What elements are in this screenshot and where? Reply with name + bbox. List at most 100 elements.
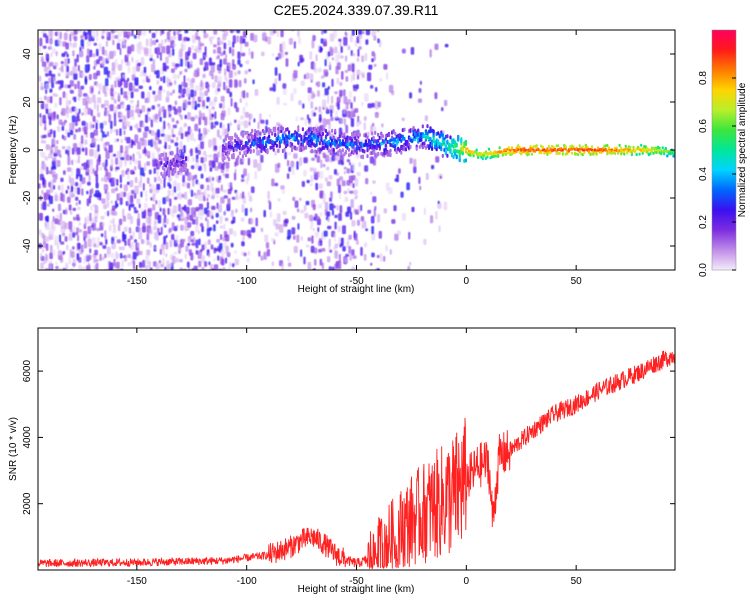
heatmap-cell bbox=[347, 64, 352, 72]
heatmap-cell bbox=[231, 209, 234, 216]
heatmap-cell bbox=[68, 204, 72, 211]
ridge-cell bbox=[221, 153, 225, 158]
heatmap-cell bbox=[49, 96, 53, 104]
heatmap-cell bbox=[133, 142, 136, 146]
heatmap-cell bbox=[293, 88, 297, 95]
heatmap-cell bbox=[95, 48, 99, 57]
heatmap-cell bbox=[324, 59, 327, 67]
heatmap-cell bbox=[194, 174, 198, 180]
heatmap-cell bbox=[208, 253, 211, 258]
heatmap-cell bbox=[352, 84, 357, 89]
heatmap-cell bbox=[127, 171, 130, 180]
heatmap-cell bbox=[67, 72, 70, 76]
heatmap-cell bbox=[314, 259, 317, 266]
heatmap-cell bbox=[221, 267, 226, 270]
heatmap-cell bbox=[326, 256, 331, 263]
heatmap-cell bbox=[307, 261, 312, 270]
heatmap-cell bbox=[172, 35, 177, 40]
heatmap-cell bbox=[336, 204, 339, 211]
heatmap-cell bbox=[306, 179, 310, 184]
heatmap-cell bbox=[87, 226, 92, 235]
heatmap-cell bbox=[278, 73, 281, 81]
heatmap-cell bbox=[199, 223, 204, 227]
heatmap-cell bbox=[95, 258, 99, 263]
heatmap-cell bbox=[183, 238, 186, 243]
heatmap-cell bbox=[330, 116, 334, 122]
heatmap-cell bbox=[121, 100, 125, 109]
heatmap-cell bbox=[191, 45, 195, 50]
heatmap-cell bbox=[41, 52, 44, 59]
heatmap-cell bbox=[147, 150, 151, 158]
heatmap-cell bbox=[134, 77, 139, 86]
heatmap-cell bbox=[78, 127, 81, 132]
ridge-cell bbox=[171, 151, 174, 156]
heatmap-cell bbox=[185, 77, 190, 82]
heatmap-cell bbox=[269, 211, 273, 218]
ridge-cell bbox=[529, 149, 532, 153]
heatmap-cell bbox=[198, 195, 203, 202]
heatmap-cell bbox=[137, 30, 142, 36]
heatmap-cell bbox=[139, 261, 143, 268]
heatmap-cell bbox=[192, 178, 195, 187]
heatmap-cell bbox=[106, 131, 110, 137]
heatmap-cell bbox=[94, 205, 99, 214]
heatmap-cell bbox=[334, 233, 337, 242]
heatmap-cell bbox=[91, 137, 96, 146]
heatmap-cell bbox=[160, 76, 163, 82]
heatmap-cell bbox=[319, 258, 323, 266]
heatmap-cell bbox=[260, 154, 264, 163]
y-tick-label: -40 bbox=[22, 238, 33, 253]
heatmap-cell bbox=[328, 61, 332, 69]
heatmap-cell bbox=[143, 131, 148, 139]
heatmap-cell bbox=[373, 63, 377, 68]
ridge-cell bbox=[248, 135, 251, 140]
heatmap-cell bbox=[318, 113, 322, 122]
heatmap-cell bbox=[42, 45, 47, 49]
ridge-cell bbox=[578, 144, 581, 148]
heatmap-cell bbox=[119, 183, 122, 189]
heatmap-cell bbox=[156, 70, 160, 79]
heatmap-cell bbox=[45, 53, 50, 62]
heatmap-cell bbox=[172, 89, 175, 94]
heatmap-cell bbox=[307, 87, 312, 94]
ridge-cell bbox=[274, 126, 277, 131]
heatmap-cell bbox=[104, 211, 107, 216]
heatmap-cell bbox=[124, 39, 127, 43]
heatmap-cell bbox=[210, 65, 215, 73]
ridge-cell bbox=[454, 151, 457, 156]
heatmap-cell bbox=[105, 168, 109, 177]
heatmap-cell bbox=[80, 85, 85, 90]
heatmap-cell bbox=[265, 36, 268, 43]
heatmap-cell bbox=[229, 91, 233, 98]
heatmap-cell bbox=[144, 209, 147, 217]
heatmap-cell bbox=[212, 160, 216, 169]
heatmap-cell bbox=[148, 30, 151, 34]
heatmap-cell bbox=[292, 235, 296, 240]
heatmap-cell bbox=[309, 51, 313, 60]
heatmap-cell bbox=[187, 242, 191, 246]
heatmap-cell bbox=[62, 170, 66, 175]
heatmap-cell bbox=[391, 90, 395, 96]
heatmap-cell bbox=[157, 227, 160, 233]
heatmap-cell bbox=[434, 43, 439, 50]
heatmap-cell bbox=[243, 120, 248, 129]
heatmap-cell bbox=[113, 177, 117, 182]
heatmap-cell bbox=[93, 243, 97, 248]
heatmap-cell bbox=[48, 108, 52, 116]
heatmap-cell bbox=[195, 207, 200, 212]
heatmap-cell bbox=[309, 226, 313, 230]
heatmap-cell bbox=[115, 129, 119, 136]
heatmap-cell bbox=[132, 251, 137, 260]
ridge-cell bbox=[343, 132, 346, 137]
heatmap-cell bbox=[148, 261, 151, 269]
heatmap-cell bbox=[317, 171, 320, 178]
heatmap-cell bbox=[152, 193, 156, 202]
heatmap-cell bbox=[181, 93, 185, 98]
heatmap-cell bbox=[248, 113, 251, 122]
heatmap-cell bbox=[144, 126, 149, 132]
heatmap-cell bbox=[287, 25, 291, 28]
heatmap-cell bbox=[350, 199, 354, 208]
heatmap-cell bbox=[277, 162, 281, 168]
heatmap-cell bbox=[339, 89, 343, 97]
heatmap-cell bbox=[277, 52, 282, 60]
